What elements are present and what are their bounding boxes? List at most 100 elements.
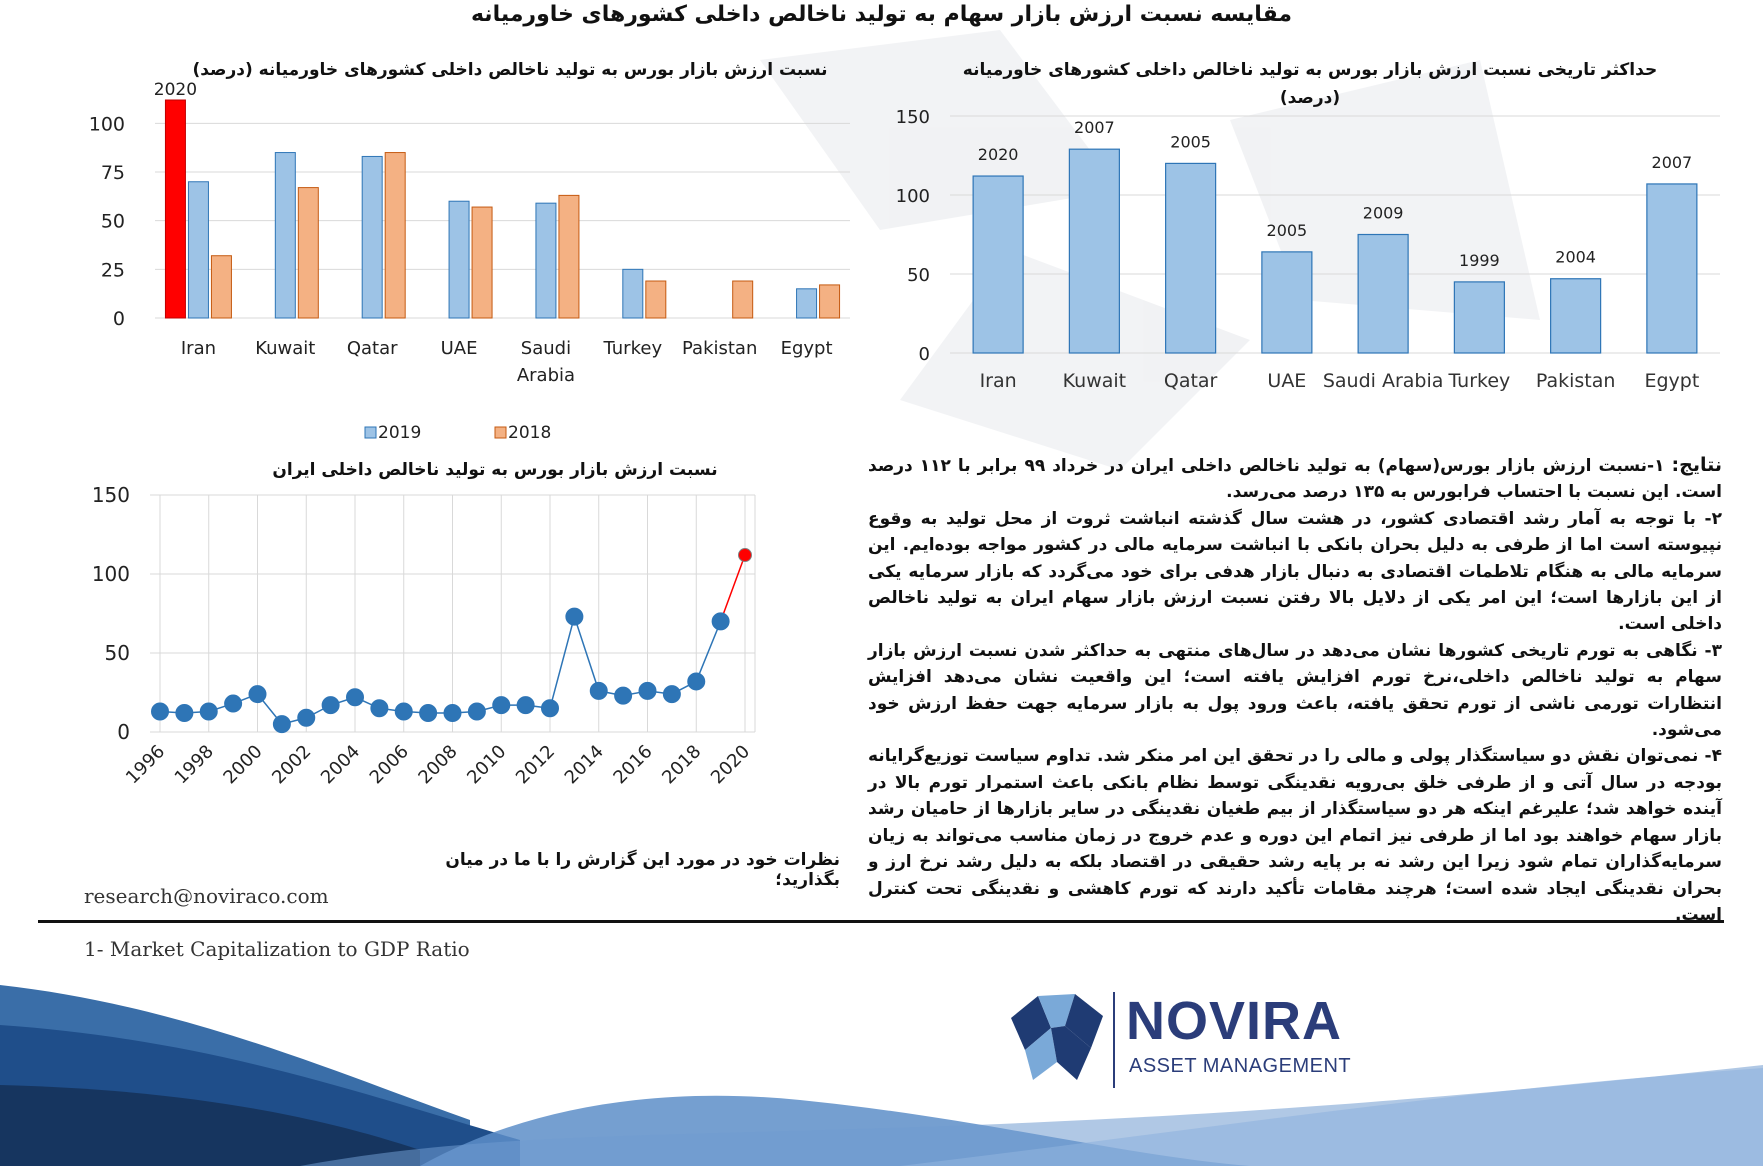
chart1-category-label: Arabia: [517, 365, 575, 386]
chart3-x-tick-label: 2012: [512, 741, 559, 788]
brand-divider: [1113, 992, 1115, 1088]
chart2-bar-data-label: 2009: [1363, 204, 1404, 223]
chart3-point: [711, 612, 730, 631]
chart1-legend-swatch: [364, 426, 377, 439]
brand-subtitle: ASSET MANAGEMENT: [1129, 1055, 1352, 1077]
chart1-bar: [274, 152, 296, 319]
chart2-y-tick-label: 100: [896, 186, 930, 207]
chart2-bar: [1068, 148, 1120, 354]
chart3-point: [370, 699, 389, 718]
findings-paragraph-3: ۳- نگاهی به تورم تاریخی کشورها نشان می‌د…: [868, 640, 1722, 741]
chart3-point: [614, 686, 633, 705]
footnote: 1- Market Capitalization to GDP Ratio: [84, 937, 470, 961]
chart1-bar-data-label: 2020: [154, 80, 197, 100]
chart3-point: [589, 681, 608, 700]
chart1-y-tick-label: 100: [89, 113, 125, 135]
chart3-point: [662, 685, 681, 704]
chart3-series-line: [159, 614, 722, 725]
chart1-y-tick-label: 25: [101, 259, 125, 281]
chart1-legend-label: 2018: [508, 423, 551, 443]
chart2-bar: [1357, 233, 1409, 354]
chart2-category-label: UAE: [1267, 370, 1306, 392]
chart3-y-tick-label: 100: [92, 562, 130, 586]
chart1-bar: [732, 280, 754, 319]
chart1-bar: [558, 194, 580, 319]
chart3-point: [248, 685, 267, 704]
chart1-bar: [187, 181, 209, 319]
chart1-bar: [645, 280, 667, 319]
chart1-bar: [361, 155, 383, 319]
chart2-title: حداکثر تاریخی نسبت ارزش بازار بورس به تو…: [930, 56, 1690, 112]
chart1-category-label: Pakistan: [682, 338, 757, 359]
chart3-point: [175, 704, 194, 723]
brand-name: NOVIRA: [1126, 991, 1343, 1051]
findings-paragraph-2: ۲- با توجه به آمار رشد اقتصادی کشور، در …: [868, 508, 1722, 635]
chart1-bar: [471, 206, 493, 319]
chart1-category-label: Kuwait: [255, 338, 315, 359]
chart1-y-tick-label: 0: [113, 308, 125, 330]
chart2-bar: [972, 175, 1024, 354]
chart3-point: [492, 696, 511, 715]
chart3-point: [565, 607, 584, 626]
chart1-legend-swatch: [494, 426, 507, 439]
chart2-category-label: Saudi Arabia: [1323, 370, 1444, 392]
chart3-y-tick-label: 50: [105, 641, 130, 665]
chart3-x-tick-label: 2010: [463, 741, 510, 788]
findings-paragraph-1: نتایج: ۱-نسبت ارزش بازار بورس(سهام) به ت…: [868, 454, 1722, 503]
chart3-x-tick-label: 2002: [268, 741, 315, 788]
chart1-category-label: Turkey: [603, 338, 663, 359]
chart3-x-tick-label: 2016: [609, 741, 656, 788]
chart3-point: [638, 681, 657, 700]
chart1-bar: [210, 255, 232, 319]
chart1-bar: [622, 268, 644, 319]
chart2-bar: [1165, 162, 1217, 354]
chart1-category-label: Saudi: [521, 338, 571, 359]
chart3-x-tick-label: 2008: [414, 741, 461, 788]
chart1-category-label: Qatar: [347, 338, 398, 359]
chart3-y-tick-label: 150: [92, 483, 130, 507]
findings-lead: نتایج:: [1671, 454, 1722, 476]
chart3-point: [738, 548, 752, 563]
chart2-category-label: Kuwait: [1063, 370, 1126, 392]
chart1-category-label: UAE: [441, 338, 478, 359]
chart3-x-tick-label: 2004: [317, 741, 364, 788]
chart3-point: [443, 704, 462, 723]
chart3-x-tick-label: 2014: [561, 741, 608, 788]
chart1-bar: [384, 152, 406, 319]
chart2-category-label: Iran: [980, 370, 1017, 392]
findings-paragraph-4: ۴- نمی‌توان نقش دو سیاستگذار پولی و مالی…: [868, 746, 1722, 925]
page-title: مقایسه نسبت ارزش بازار سهام به تولید ناخ…: [470, 2, 1293, 27]
chart3-x-tick-label: 2006: [366, 741, 413, 788]
chart1-legend-label: 2019: [378, 423, 421, 443]
chart3-point: [467, 702, 486, 721]
chart2-category-label: Egypt: [1644, 370, 1699, 392]
chart3-point: [297, 708, 316, 727]
chart2-y-tick-label: 50: [907, 265, 930, 286]
findings-text: نتایج: ۱-نسبت ارزش بازار بورس(سهام) به ت…: [868, 452, 1722, 928]
chart2-bar-data-label: 2007: [1652, 153, 1693, 172]
chart2-bar: [1550, 278, 1602, 354]
chart1-category-label: Iran: [181, 338, 216, 359]
chart1-bar: [796, 288, 818, 319]
chart3-point: [516, 696, 535, 715]
chart2-title-line1: حداکثر تاریخی نسبت ارزش بازار بورس به تو…: [962, 60, 1658, 80]
chart2-title-line2: (درصد): [1279, 88, 1341, 108]
chart2-bar-data-label: 2005: [1267, 221, 1308, 240]
chart2-historical-max-bar: 0 50 100 150 2020 Iran 2007 Kuwait 2005 Qatar 2005…: [896, 107, 1720, 392]
chart2-bar-data-label: 2005: [1170, 132, 1211, 151]
chart1-bar: [819, 284, 841, 319]
chart3-point: [224, 694, 243, 713]
chart3-point: [272, 715, 291, 734]
chart1-bar: [164, 99, 186, 319]
chart3-point: [151, 702, 169, 721]
chart1-grouped-bar: 0 25 50 75 100 2020 Iran Kuwait Qatar UAE Saudi Ara…: [89, 80, 850, 443]
chart3-x-tick-label: 2018: [658, 741, 705, 788]
chart3-point: [687, 672, 706, 691]
email-link[interactable]: research@noviraco.com: [84, 884, 329, 908]
feedback-line: نظرات خود در مورد این گزارش را با ما در …: [445, 850, 840, 890]
novira-logo-icon: [1011, 994, 1103, 1080]
chart3-point: [394, 702, 413, 721]
chart2-y-tick-label: 0: [919, 344, 930, 365]
chart2-category-label: Qatar: [1164, 370, 1218, 392]
chart3-point: [199, 702, 218, 721]
